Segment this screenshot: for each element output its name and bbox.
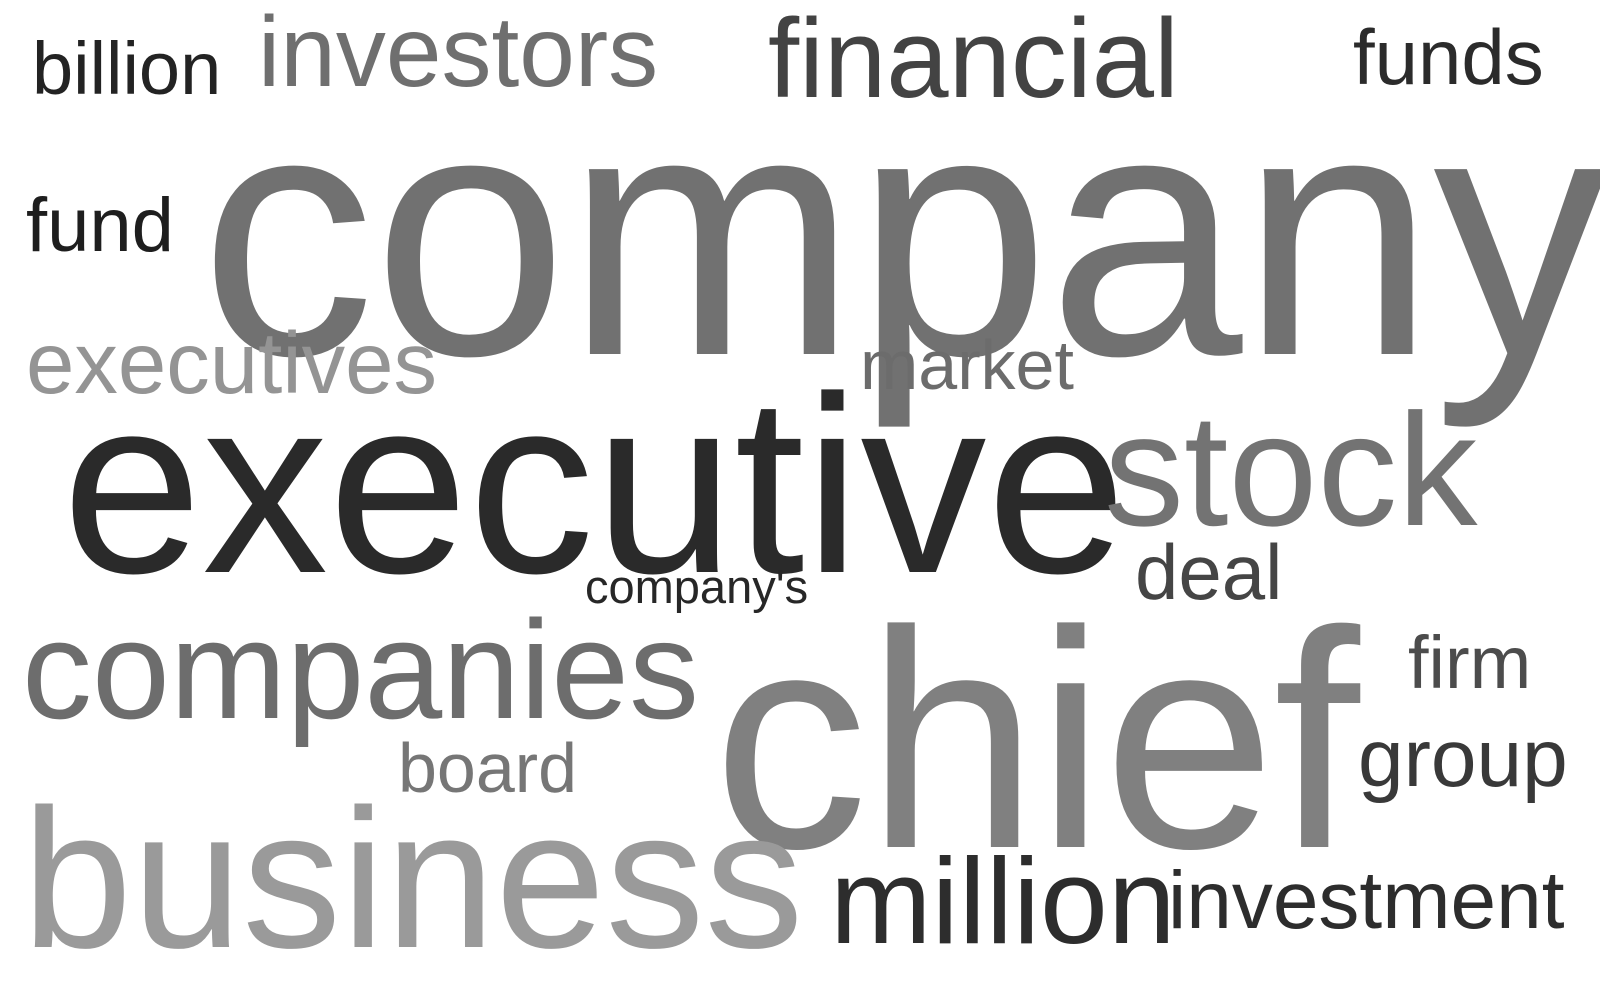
word-funds: funds: [1353, 13, 1544, 101]
word-group: group: [1358, 713, 1568, 804]
word-firm: firm: [1408, 621, 1532, 704]
word-investors: investors: [258, 0, 659, 108]
word-billion: billion: [32, 27, 222, 110]
word-fund: fund: [26, 183, 174, 268]
word-market: market: [860, 326, 1074, 404]
word-companys: company's: [585, 560, 809, 613]
word-stock: stock: [1104, 380, 1478, 559]
word-deal: deal: [1135, 528, 1283, 616]
word-executive: executive: [62, 345, 1127, 626]
word-board: board: [398, 729, 578, 807]
word-financial: financial: [768, 0, 1179, 121]
word-company: company: [200, 38, 1600, 429]
word-business: business: [22, 768, 804, 989]
word-companies: companies: [22, 591, 700, 748]
word-investment: investment: [1168, 855, 1565, 946]
word-executives: executives: [26, 315, 438, 412]
word-million: million: [830, 833, 1176, 969]
word-chief: chief: [713, 566, 1360, 913]
